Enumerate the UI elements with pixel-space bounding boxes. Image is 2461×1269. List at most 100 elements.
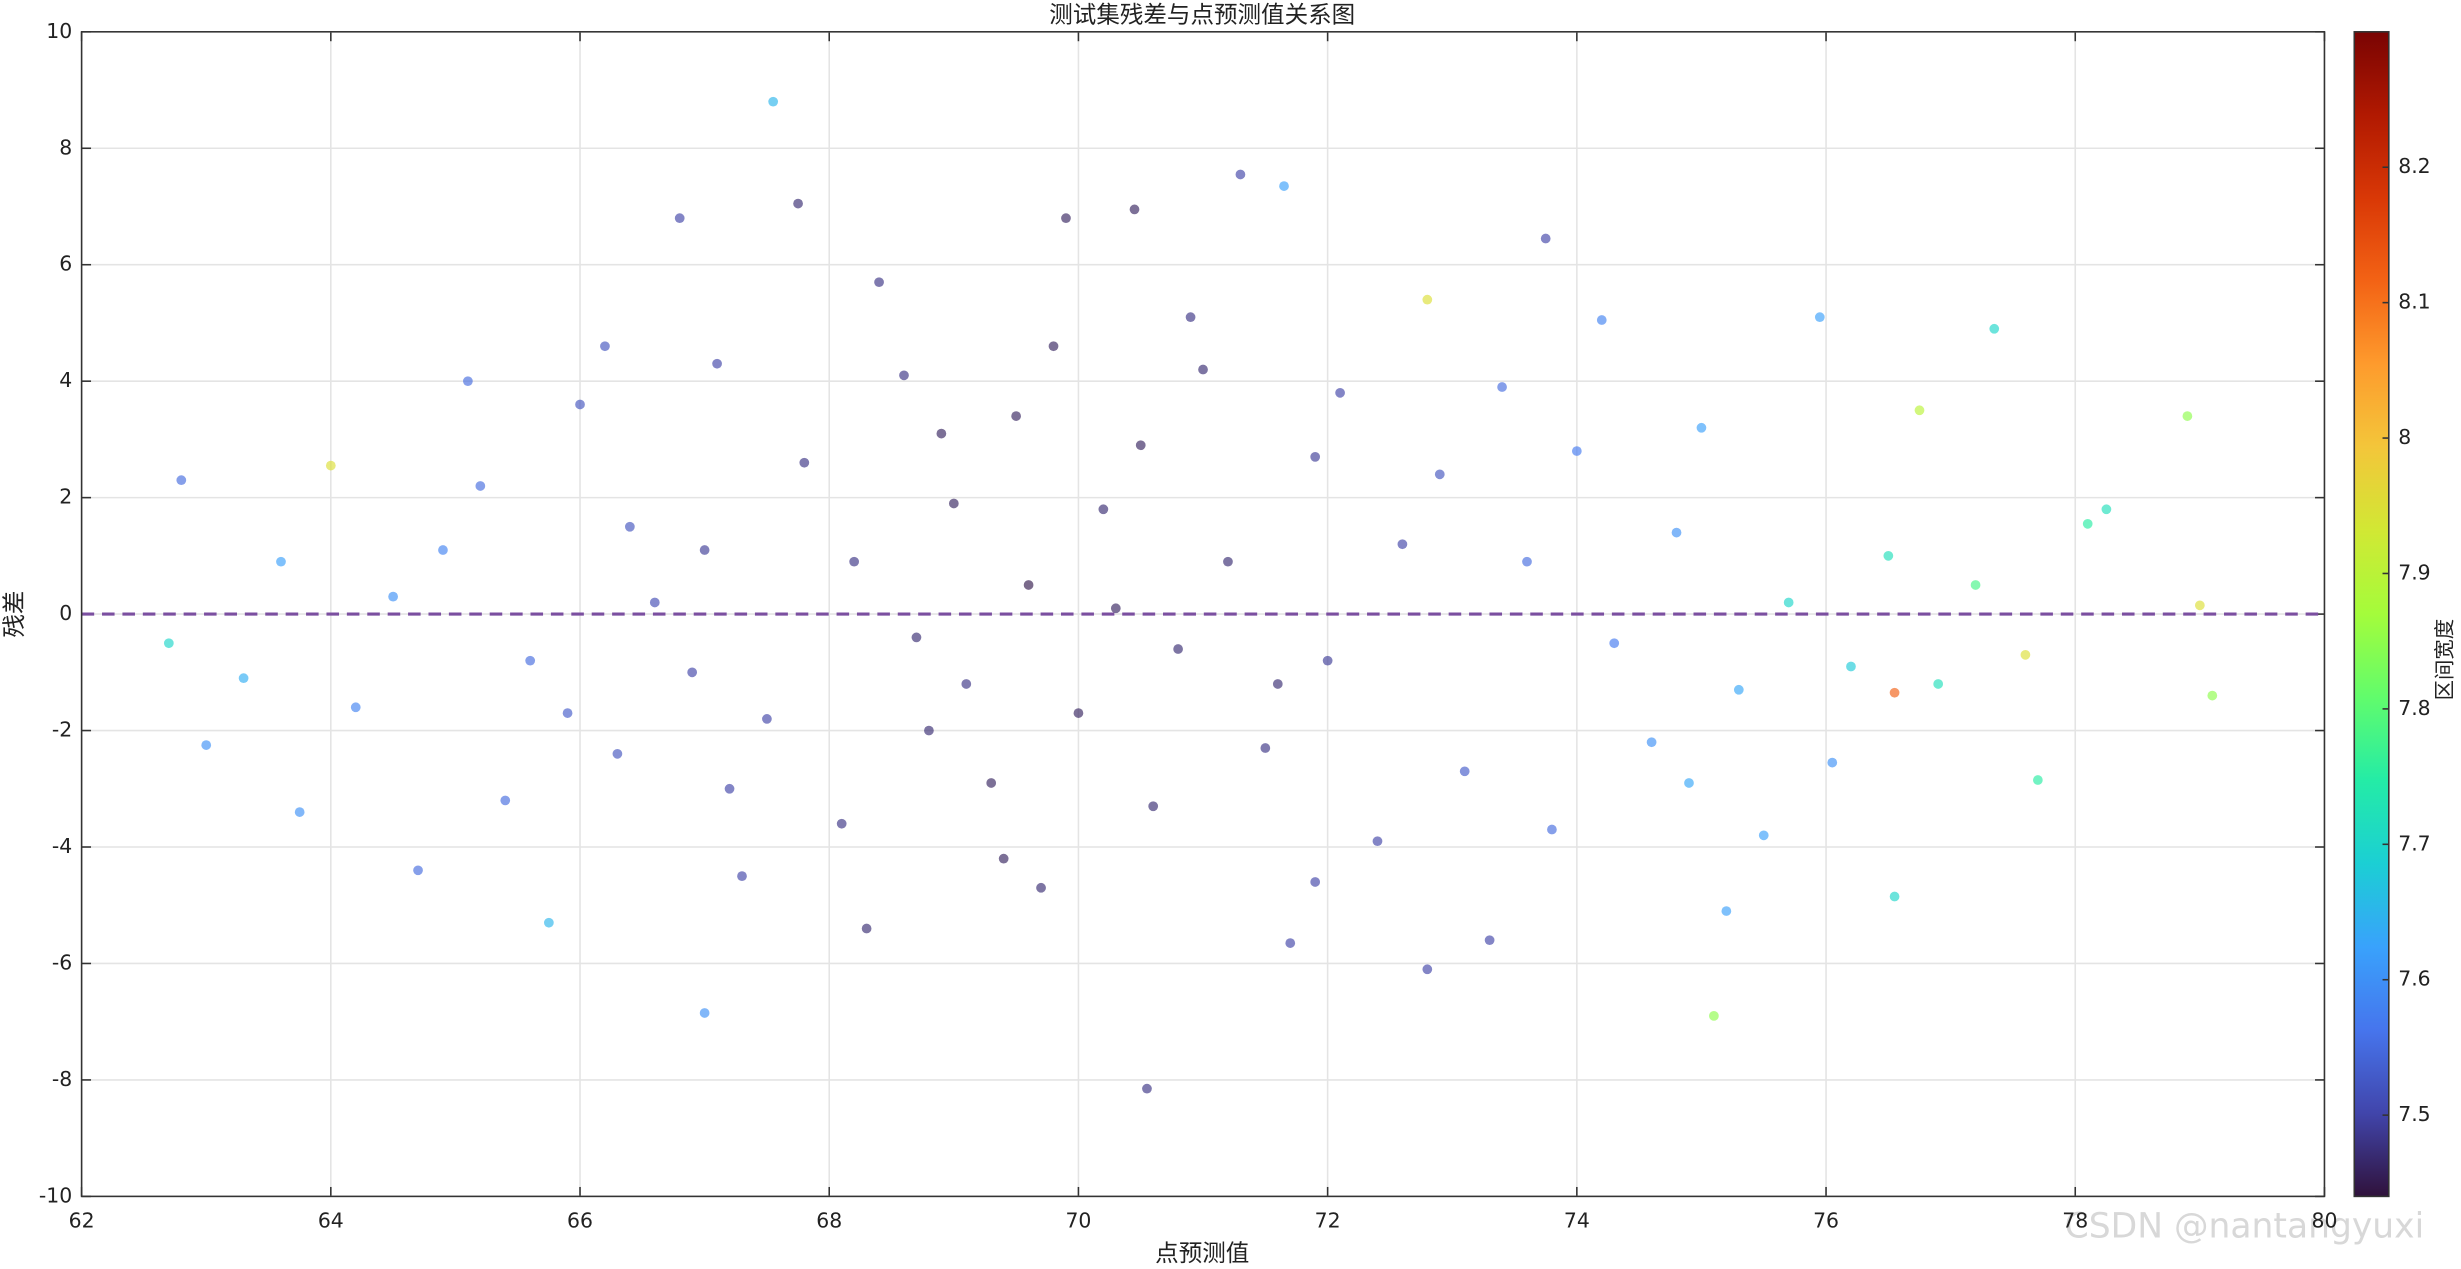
point bbox=[612, 748, 623, 759]
point bbox=[874, 277, 884, 288]
point bbox=[712, 358, 722, 369]
y-tick-label: 2 bbox=[59, 485, 72, 509]
point bbox=[899, 370, 909, 381]
x-axis-label: 点预测值 bbox=[1155, 1239, 1249, 1267]
point bbox=[413, 865, 423, 876]
point bbox=[1279, 181, 1289, 191]
point bbox=[1522, 556, 1532, 567]
y-tick-label: 6 bbox=[59, 252, 72, 276]
point bbox=[687, 667, 698, 678]
point bbox=[1889, 891, 1900, 902]
point bbox=[762, 714, 772, 724]
point bbox=[1185, 312, 1196, 322]
point bbox=[1547, 824, 1557, 835]
colorbar-tick-label: 8.1 bbox=[2398, 290, 2430, 314]
point bbox=[1110, 603, 1121, 614]
x-tick-label: 74 bbox=[1564, 1208, 1590, 1232]
x-tick-label: 66 bbox=[567, 1208, 593, 1232]
point bbox=[1696, 422, 1707, 433]
point bbox=[911, 632, 922, 643]
point bbox=[1173, 644, 1183, 654]
x-tick-label: 78 bbox=[2062, 1208, 2088, 1232]
colorbar-tick-label: 7.7 bbox=[2398, 831, 2430, 855]
point bbox=[1721, 906, 1732, 916]
point bbox=[699, 545, 710, 555]
y-tick-label: 8 bbox=[59, 135, 72, 159]
point bbox=[1540, 233, 1551, 244]
y-tick-label: -6 bbox=[52, 950, 72, 974]
colorbar-tick-label: 7.6 bbox=[2398, 967, 2430, 991]
y-tick-label: 10 bbox=[46, 19, 72, 43]
point bbox=[936, 428, 947, 439]
point bbox=[793, 198, 803, 209]
point bbox=[1684, 778, 1694, 788]
point bbox=[1422, 294, 1433, 305]
point bbox=[1459, 766, 1470, 777]
point bbox=[276, 556, 286, 567]
chart-title: 测试集残差与点预测值关系图 bbox=[1049, 1, 1355, 29]
point bbox=[998, 853, 1009, 864]
point bbox=[849, 556, 860, 567]
colorbar-tick-label: 7.5 bbox=[2398, 1102, 2430, 1126]
point bbox=[1272, 679, 1283, 689]
point bbox=[1129, 204, 1140, 215]
point bbox=[1671, 527, 1682, 538]
point bbox=[1061, 213, 1071, 224]
point bbox=[475, 481, 486, 491]
point bbox=[1372, 836, 1383, 847]
point bbox=[1335, 387, 1345, 398]
y-tick-label: -4 bbox=[52, 834, 72, 858]
point bbox=[388, 591, 398, 602]
point bbox=[1484, 935, 1495, 946]
point bbox=[1970, 580, 1981, 590]
point bbox=[463, 376, 473, 387]
point bbox=[1434, 469, 1445, 480]
point bbox=[2194, 600, 2205, 611]
point bbox=[1310, 877, 1321, 887]
point bbox=[1783, 597, 1794, 608]
point bbox=[1646, 737, 1657, 748]
point bbox=[836, 818, 847, 829]
point bbox=[1914, 405, 1925, 416]
point bbox=[294, 807, 305, 817]
point bbox=[325, 460, 336, 471]
point bbox=[1609, 638, 1620, 649]
point bbox=[2020, 649, 2031, 660]
point bbox=[525, 655, 536, 666]
plot-frame bbox=[80, 31, 2326, 1198]
colorbar-tick-label: 7.9 bbox=[2398, 560, 2430, 584]
y-tick-label: -8 bbox=[52, 1067, 72, 1091]
point bbox=[2082, 518, 2093, 529]
x-tick-label: 62 bbox=[69, 1208, 95, 1232]
colorbar-label: 区间宽度 bbox=[2432, 619, 2456, 701]
colorbar-tick-label: 7.8 bbox=[2398, 696, 2430, 720]
point bbox=[1235, 169, 1246, 180]
point bbox=[1148, 801, 1159, 812]
point bbox=[600, 341, 610, 352]
point bbox=[1142, 1083, 1152, 1094]
point bbox=[1596, 315, 1607, 325]
point bbox=[1098, 504, 1109, 515]
watermark: CSDN @nantangyuxi bbox=[2065, 1206, 2425, 1246]
x-tick-label: 80 bbox=[2311, 1208, 2337, 1232]
point bbox=[238, 673, 249, 684]
point bbox=[575, 399, 585, 410]
x-tick-label: 64 bbox=[318, 1208, 344, 1232]
point bbox=[1036, 882, 1046, 893]
point bbox=[961, 679, 972, 689]
point bbox=[544, 917, 554, 928]
point bbox=[799, 457, 810, 468]
point bbox=[924, 725, 934, 736]
point bbox=[562, 708, 573, 718]
x-tick-label: 72 bbox=[1315, 1208, 1341, 1232]
point bbox=[1260, 743, 1271, 753]
colorbar-tick-label: 8.2 bbox=[2398, 154, 2430, 178]
point bbox=[350, 702, 361, 713]
point bbox=[2101, 504, 2112, 515]
point bbox=[1571, 446, 1582, 456]
y-tick-label: -10 bbox=[39, 1183, 72, 1207]
point bbox=[1422, 964, 1433, 975]
x-tick-label: 68 bbox=[816, 1208, 842, 1232]
point bbox=[1135, 440, 1146, 451]
